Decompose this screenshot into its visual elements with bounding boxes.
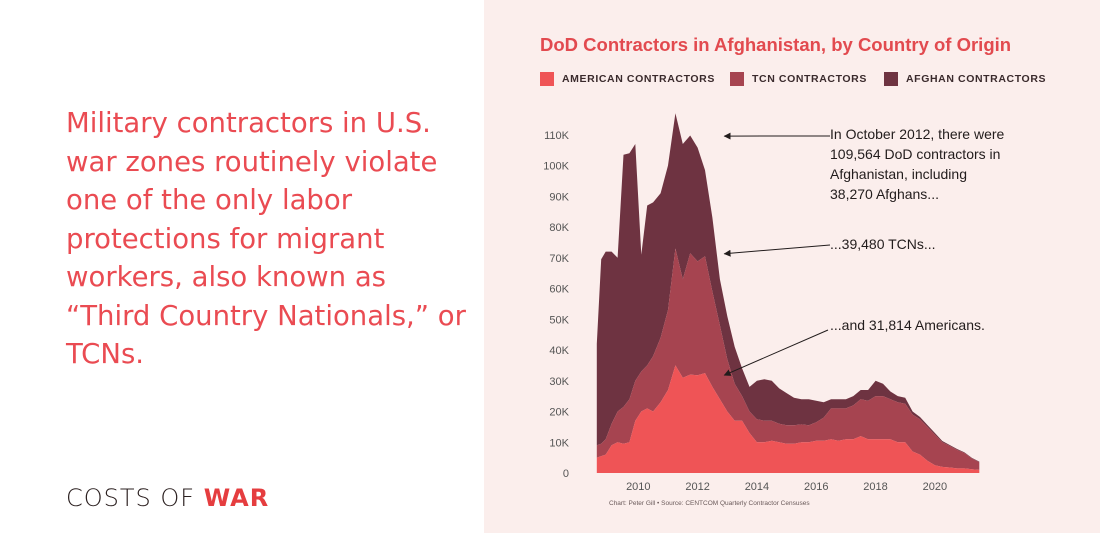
brand-logo-highlight: WAR <box>203 484 270 512</box>
annotation-arrow <box>723 244 831 257</box>
area-series-afghan <box>596 113 980 463</box>
legend-swatch-american <box>540 72 554 86</box>
legend-label-tcn: TCN CONTRACTORS <box>752 73 867 85</box>
annotation-text: 38,270 Afghans... <box>830 186 939 202</box>
legend-swatch-tcn <box>730 72 744 86</box>
y-tick-label: 20K <box>549 407 569 419</box>
y-tick-label: 0 <box>563 468 569 480</box>
y-tick-label: 40K <box>549 345 569 357</box>
legend-item-tcn: TCN CONTRACTORS <box>730 72 867 86</box>
area-chart: 0 10K 20K 30K 40K 50K 60K 70K 80K 90K 100K 110K 2010… <box>543 113 1005 493</box>
y-tick-label: 30K <box>549 376 569 388</box>
chart-title: DoD Contractors in Afghanistan, by Count… <box>540 34 1012 55</box>
annotation-arrow <box>723 329 829 376</box>
annotation-text: 109,564 DoD contractors in <box>830 146 1000 162</box>
annotation-text: ...and 31,814 Americans. <box>830 317 985 333</box>
area-series-tcn <box>596 248 980 470</box>
y-tick-label: 60K <box>549 284 569 296</box>
brand-logo-text: COSTS OF <box>66 484 204 512</box>
y-tick-label: 70K <box>549 253 569 265</box>
annotation-text: In October 2012, there were <box>830 126 1005 142</box>
annotation-text: Afghanistan, including <box>830 166 967 182</box>
x-tick-label: 2014 <box>745 481 769 493</box>
x-tick-label: 2016 <box>804 481 828 493</box>
x-tick-label: 2018 <box>863 481 887 493</box>
y-tick-label: 100K <box>543 161 569 173</box>
chart-source: Chart: Peter Gill • Source: CENTCOM Quar… <box>609 500 810 507</box>
chart-panel: DoD Contractors in Afghanistan, by Count… <box>484 0 1100 533</box>
chart-legend: AMERICAN CONTRACTORS TCN CONTRACTORS AFG… <box>540 72 1100 88</box>
legend-label-afghan: AFGHAN CONTRACTORS <box>906 73 1047 85</box>
x-tick-label: 2010 <box>626 481 650 493</box>
y-tick-label: 110K <box>544 130 570 142</box>
y-tick-label: 10K <box>549 437 569 449</box>
x-tick-label: 2020 <box>923 481 947 493</box>
y-tick-label: 50K <box>549 314 569 326</box>
x-tick-label: 2012 <box>685 481 709 493</box>
legend-label-american: AMERICAN CONTRACTORS <box>562 73 715 85</box>
legend-item-american: AMERICAN CONTRACTORS <box>540 72 715 86</box>
area-series-american <box>596 365 980 473</box>
legend-item-afghan: AFGHAN CONTRACTORS <box>884 72 1046 86</box>
left-panel: Military contractors in U.S. war zones r… <box>0 0 484 533</box>
headline: Military contractors in U.S. war zones r… <box>66 107 466 370</box>
y-tick-label: 90K <box>549 191 569 203</box>
brand-logo[interactable]: COSTS OF WAR <box>66 484 269 512</box>
legend-swatch-afghan <box>884 72 898 86</box>
y-tick-label: 80K <box>549 222 569 234</box>
annotation-text: ...39,480 TCNs... <box>830 236 936 252</box>
